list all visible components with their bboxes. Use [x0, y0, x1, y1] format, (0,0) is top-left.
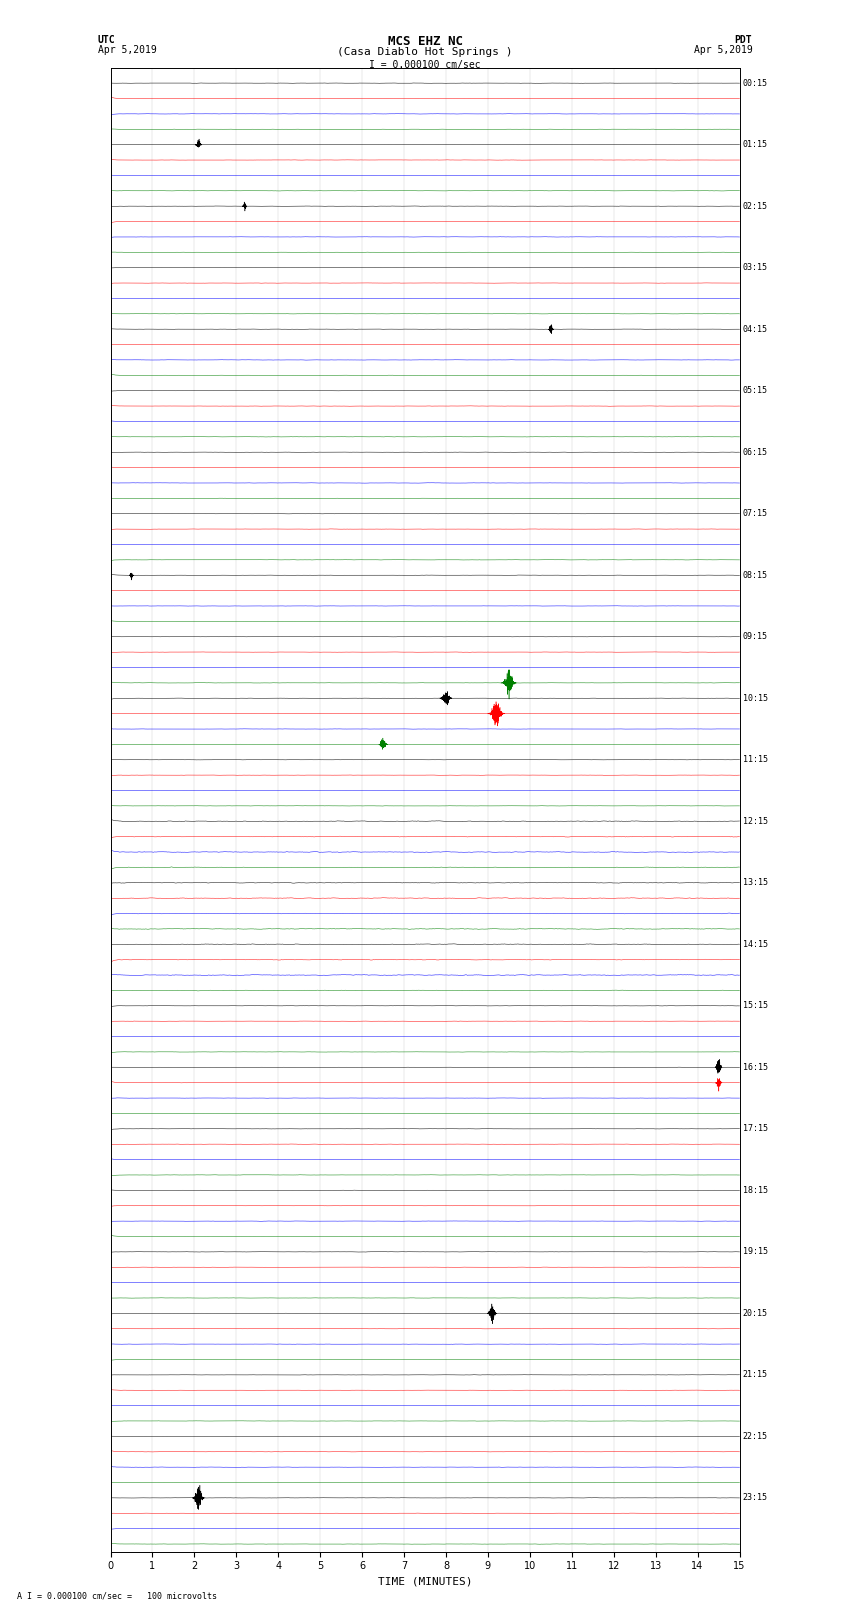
Text: 12:15: 12:15 — [743, 816, 768, 826]
Text: (Casa Diablo Hot Springs ): (Casa Diablo Hot Springs ) — [337, 47, 513, 56]
Text: 08:15: 08:15 — [743, 571, 768, 579]
Text: Apr 5,2019: Apr 5,2019 — [98, 45, 156, 55]
Text: 07:15: 07:15 — [743, 510, 768, 518]
Text: 06:15: 06:15 — [743, 448, 768, 456]
Text: I = 0.000100 cm/sec: I = 0.000100 cm/sec — [369, 60, 481, 69]
Text: UTC: UTC — [98, 35, 116, 45]
Text: Apr 5,2019: Apr 5,2019 — [694, 45, 752, 55]
Text: 17:15: 17:15 — [743, 1124, 768, 1134]
Text: A I = 0.000100 cm/sec =   100 microvolts: A I = 0.000100 cm/sec = 100 microvolts — [17, 1590, 217, 1600]
Text: 11:15: 11:15 — [743, 755, 768, 765]
Text: 14:15: 14:15 — [743, 940, 768, 948]
Text: 13:15: 13:15 — [743, 877, 768, 887]
Text: 21:15: 21:15 — [743, 1371, 768, 1379]
Text: MCS EHZ NC: MCS EHZ NC — [388, 35, 462, 48]
Text: 23:15: 23:15 — [743, 1494, 768, 1502]
Text: 02:15: 02:15 — [743, 202, 768, 211]
Text: 04:15: 04:15 — [743, 324, 768, 334]
Text: 22:15: 22:15 — [743, 1432, 768, 1440]
Text: 05:15: 05:15 — [743, 386, 768, 395]
Text: 00:15: 00:15 — [743, 79, 768, 87]
Text: PDT: PDT — [734, 35, 752, 45]
Text: 20:15: 20:15 — [743, 1308, 768, 1318]
Text: 03:15: 03:15 — [743, 263, 768, 273]
Text: 16:15: 16:15 — [743, 1063, 768, 1071]
Text: 01:15: 01:15 — [743, 140, 768, 148]
Text: 15:15: 15:15 — [743, 1002, 768, 1010]
Text: 19:15: 19:15 — [743, 1247, 768, 1257]
Text: 10:15: 10:15 — [743, 694, 768, 703]
Text: 09:15: 09:15 — [743, 632, 768, 642]
Text: 18:15: 18:15 — [743, 1186, 768, 1195]
X-axis label: TIME (MINUTES): TIME (MINUTES) — [377, 1578, 473, 1587]
